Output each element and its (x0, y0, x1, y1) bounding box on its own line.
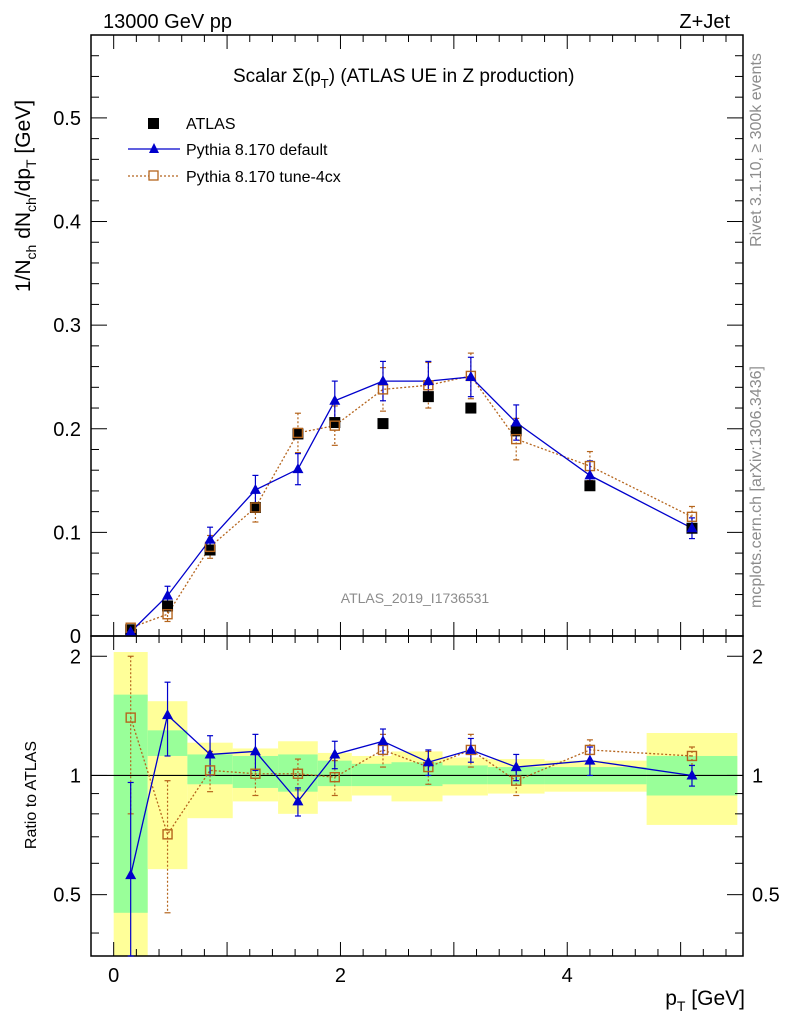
default-point (686, 522, 698, 533)
legend: ATLAS Pythia 8.170 default Pythia 8.170 … (128, 116, 341, 186)
atlas-point (204, 544, 216, 556)
legend-marker-default (149, 143, 159, 153)
ratio-ticks: 0 2 4 0.5 0.5 1 1 2 2 (53, 636, 780, 987)
collision-label: 13000 GeV pp (103, 11, 232, 33)
ratio-tune-point (292, 768, 304, 779)
ratio-bands (113, 652, 738, 956)
legend-label-tune: Pythia 8.170 tune-4cx (186, 169, 341, 186)
ratio-tick-label-right: 2 (752, 646, 763, 668)
ratio-default-point (162, 709, 174, 720)
y-tick-label: 0.1 (53, 522, 81, 544)
ratio-default-point (125, 869, 137, 880)
tune-point (250, 502, 261, 513)
tune-point (329, 420, 340, 431)
ratio-tune-point (377, 744, 389, 756)
atlas-point (422, 391, 434, 403)
series-line-default (130, 376, 693, 633)
default-point (125, 625, 137, 636)
ratio-default-point (377, 735, 389, 746)
ratio-tune-point (125, 712, 136, 723)
legend-label-default: Pythia 8.170 default (186, 142, 328, 159)
atlas-point (292, 428, 304, 440)
ratio-tune-point (511, 775, 522, 786)
ratio-tune-point (686, 750, 698, 762)
ratio-default-point (204, 748, 216, 759)
ratio-plot: 0 2 4 0.5 0.5 1 1 2 2 (53, 635, 780, 987)
process-label: Z+Jet (679, 11, 730, 33)
ratio-tick-label-right: 1 (752, 765, 763, 787)
default-point (422, 375, 434, 386)
ratio-tune-point (204, 765, 216, 776)
ratio-tune-point (162, 829, 173, 840)
y-tick-label: 0.4 (53, 212, 81, 234)
y-tick-label: 0.3 (53, 315, 81, 337)
ratio-frame (90, 635, 744, 957)
atlas-point (465, 402, 477, 414)
plot-title: Scalar Σ(pT) (ATLAS UE in Z production) (233, 66, 574, 91)
atlas-point (510, 425, 522, 437)
analysis-label: ATLAS_2019_I1736531 (341, 590, 490, 606)
x-tick-label: 4 (562, 965, 573, 987)
main-ticks: 0 0.1 0.2 0.3 0.4 0.5 (53, 34, 743, 648)
atlas-point (162, 600, 174, 612)
y-tick-label: 0.2 (53, 419, 81, 441)
tune-point (162, 609, 173, 620)
atlas-point (249, 502, 261, 514)
y-axis-label: 1/Nch dNch/dpT [GeV] (12, 100, 39, 292)
atlas-point (377, 418, 389, 430)
x-axis-label: pT [GeV] (665, 987, 745, 1014)
tune-point (292, 427, 304, 439)
main-plot: 0 0.1 0.2 0.3 0.4 0.5 (53, 34, 744, 648)
default-point (204, 533, 216, 544)
series-line-tune (130, 375, 693, 629)
ratio-tune-point (329, 771, 340, 783)
default-point (377, 375, 389, 386)
mcplots-label: mcplots.cern.ch [arXiv:1306.3436] (748, 366, 765, 608)
ratio-band-stat (391, 762, 443, 787)
ratio-default-point (510, 761, 522, 772)
ratio-tick-label-left: 2 (70, 646, 81, 668)
main-data (125, 352, 698, 636)
ratio-default-point (686, 769, 698, 780)
ratio-default-point (292, 795, 304, 806)
ratio-default-point (465, 743, 477, 754)
legend-marker-atlas (148, 118, 159, 129)
ratio-axis-label: Ratio to ATLAS (23, 741, 40, 849)
x-tick-label: 0 (108, 965, 119, 987)
default-point (162, 589, 174, 600)
tune-point (511, 433, 522, 445)
ratio-data (125, 655, 698, 957)
ratio-tick-label-left: 1 (70, 765, 81, 787)
default-point (465, 370, 477, 381)
ratio-tick-label-right: 0.5 (752, 885, 780, 907)
tune-point (686, 511, 698, 523)
x-tick-label: 2 (335, 965, 346, 987)
default-point (249, 483, 261, 494)
ratio-tune-point (250, 768, 261, 779)
ratio-tune-point (584, 744, 596, 756)
y-tick-label: 0.5 (53, 108, 81, 130)
default-point (510, 416, 522, 427)
legend-marker-tune (148, 170, 159, 181)
ratio-default-point (249, 745, 261, 756)
default-point (584, 469, 596, 480)
default-point (329, 394, 341, 405)
atlas-point (329, 417, 341, 429)
atlas-point (584, 480, 596, 492)
ratio-tick-label-left: 0.5 (53, 885, 81, 907)
legend-label-atlas: ATLAS (186, 116, 236, 133)
ratio-default-point (422, 756, 434, 767)
rivet-label: Rivet 3.1.10, ≥ 300k events (748, 53, 765, 247)
ratio-default-point (329, 748, 341, 759)
ratio-default-point (584, 754, 596, 765)
ratio-line-default (130, 713, 693, 876)
default-point (292, 463, 304, 474)
y-tick-label: 0 (70, 626, 81, 648)
